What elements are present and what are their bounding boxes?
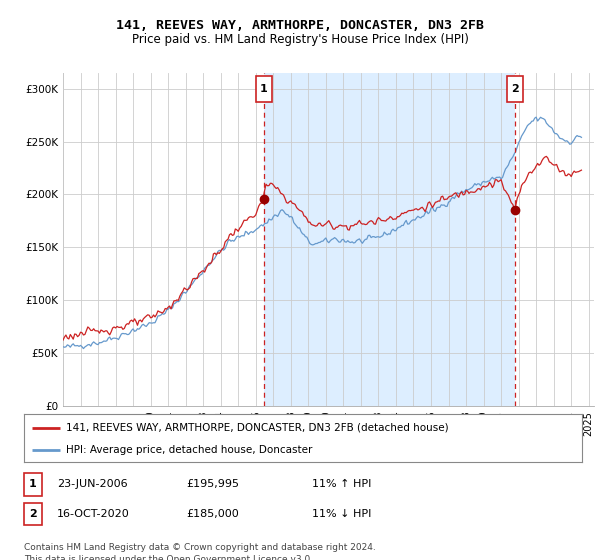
Text: 1: 1 [260,84,268,94]
Text: Contains HM Land Registry data © Crown copyright and database right 2024.
This d: Contains HM Land Registry data © Crown c… [24,543,376,560]
Text: 23-JUN-2006: 23-JUN-2006 [57,479,128,489]
Text: 141, REEVES WAY, ARMTHORPE, DONCASTER, DN3 2FB (detached house): 141, REEVES WAY, ARMTHORPE, DONCASTER, D… [66,423,448,433]
Text: 2: 2 [511,84,519,94]
Text: 11% ↓ HPI: 11% ↓ HPI [312,509,371,519]
Text: 141, REEVES WAY, ARMTHORPE, DONCASTER, DN3 2FB: 141, REEVES WAY, ARMTHORPE, DONCASTER, D… [116,18,484,32]
Text: 11% ↑ HPI: 11% ↑ HPI [312,479,371,489]
Text: £195,995: £195,995 [186,479,239,489]
Text: Price paid vs. HM Land Registry's House Price Index (HPI): Price paid vs. HM Land Registry's House … [131,32,469,46]
Text: 16-OCT-2020: 16-OCT-2020 [57,509,130,519]
Text: £185,000: £185,000 [186,509,239,519]
Text: 2: 2 [29,509,37,519]
Text: 1: 1 [29,479,37,489]
Bar [264,73,515,406]
Text: HPI: Average price, detached house, Doncaster: HPI: Average price, detached house, Donc… [66,445,312,455]
